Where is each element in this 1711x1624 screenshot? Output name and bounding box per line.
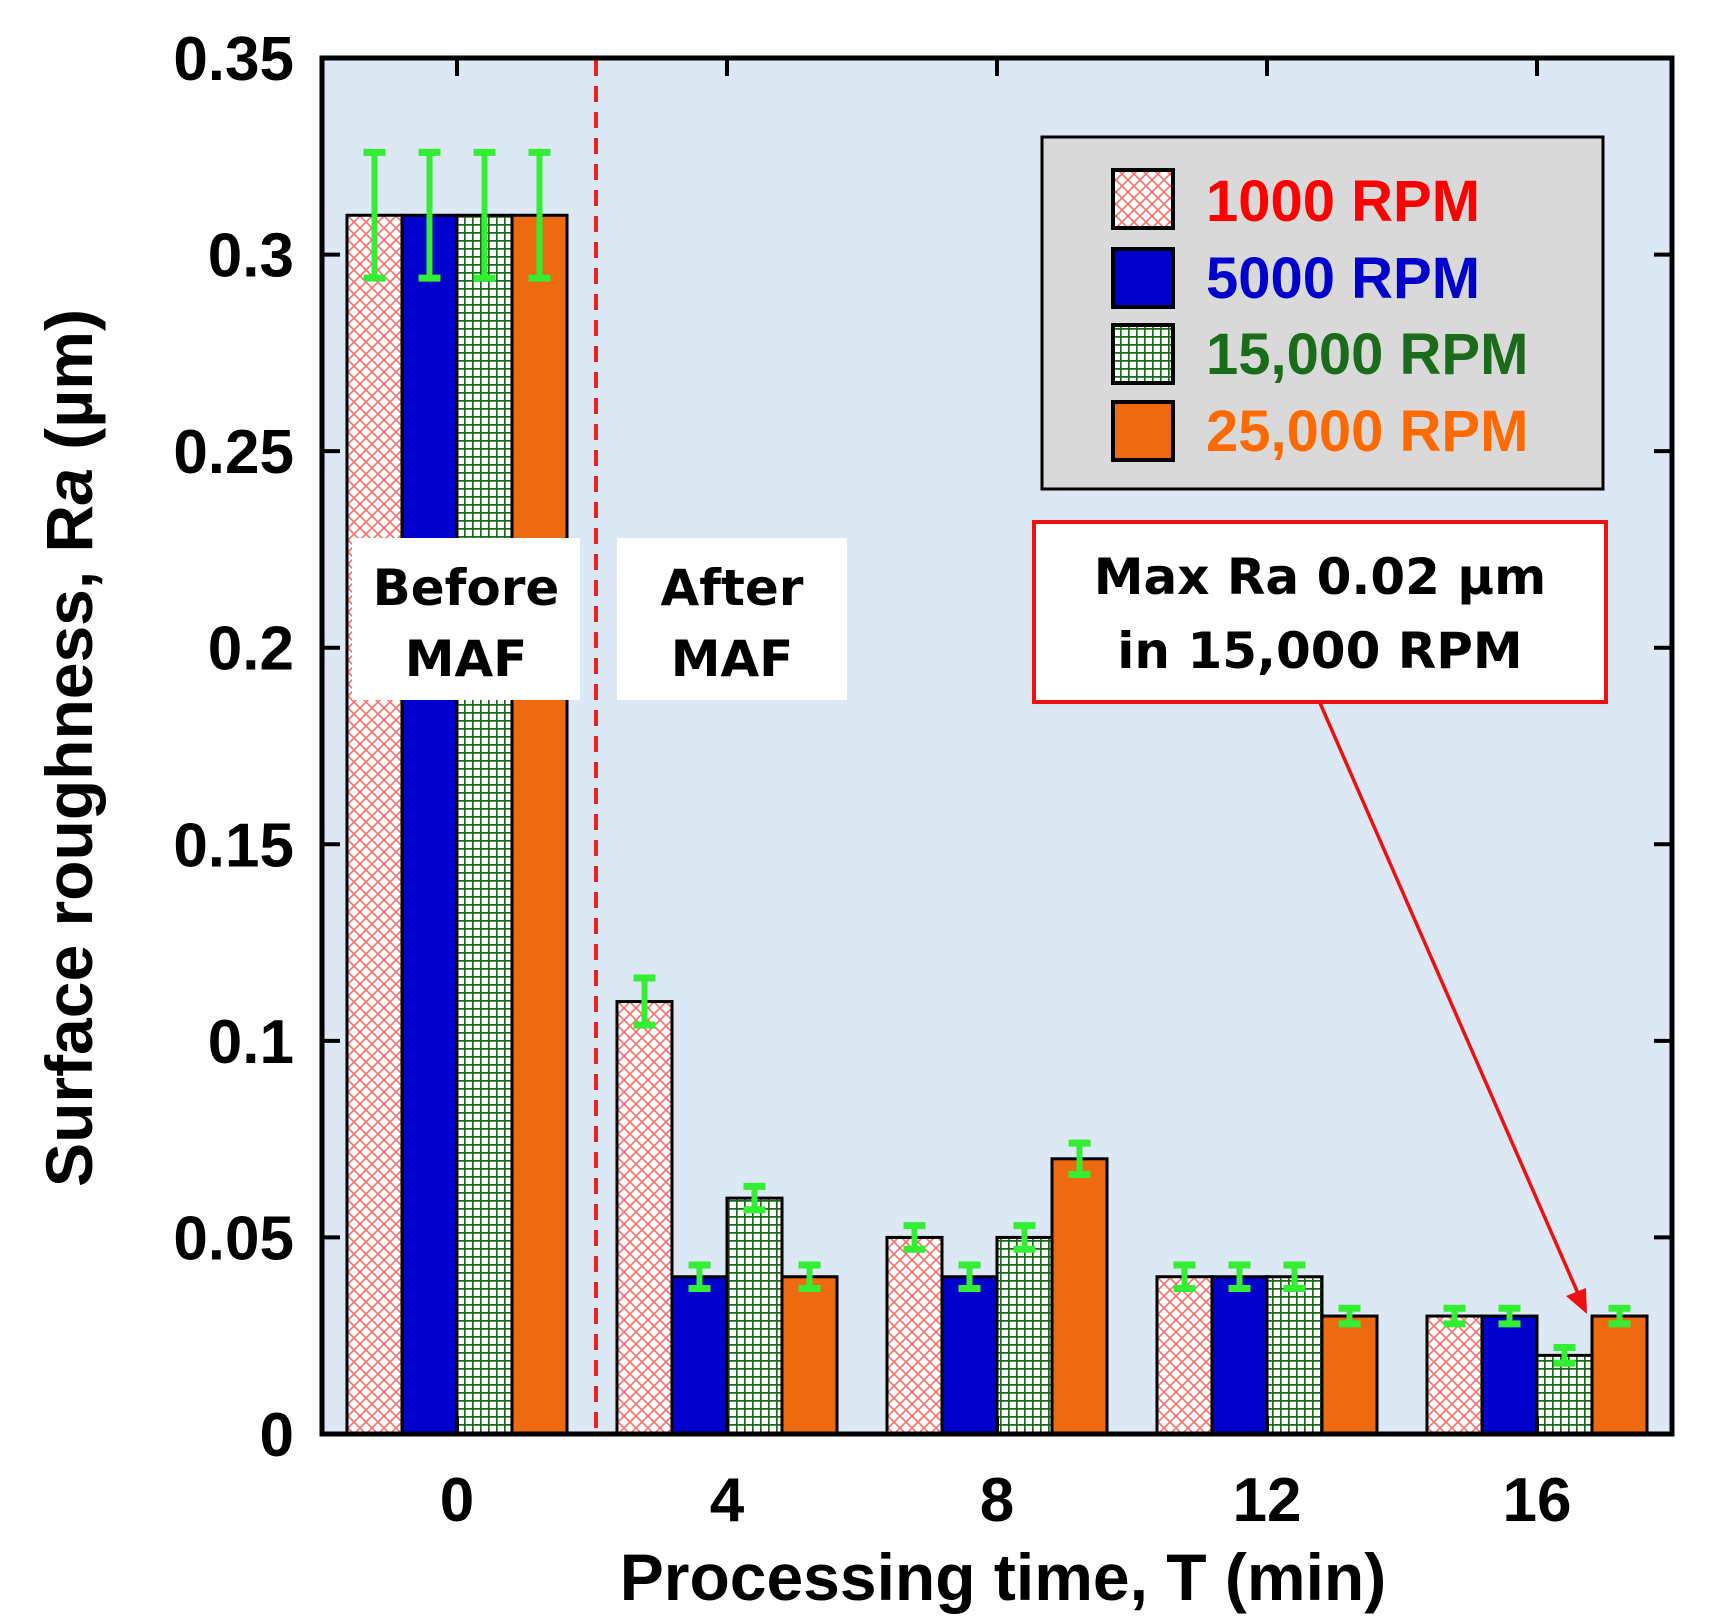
bar-5000RPM-t16: [1480, 1314, 1539, 1436]
y-axis-title-suffix: (µm): [32, 309, 106, 468]
errorbar-5000RPM-t4: [688, 1261, 711, 1293]
bar-15000RPM-t0: [455, 213, 514, 1436]
errorbar-1000RPM-t0: [363, 148, 386, 282]
x-tick-label: 8: [980, 1466, 1014, 1535]
errorbar-5000RPM-t8: [958, 1261, 981, 1293]
y-tick-label: 0.35: [173, 25, 294, 94]
errorbar-1000RPM-t16: [1443, 1304, 1466, 1328]
before-maf-line1: Before: [373, 559, 560, 617]
bar-5000RPM-t12: [1210, 1275, 1269, 1436]
errorbar-25000RPM-t12: [1338, 1304, 1361, 1328]
legend-swatch-5000: [1111, 247, 1175, 309]
callout-arrow-line: [1318, 702, 1582, 1299]
errorbar-15000RPM-t0: [473, 148, 496, 282]
legend-label-15000: 15,000 RPM: [1206, 322, 1528, 387]
legend-swatch-25000: [1111, 400, 1175, 462]
bar-15000RPM-t16: [1535, 1353, 1594, 1436]
errorbar-25000RPM-t4: [798, 1261, 821, 1293]
callout-arrow-head: [1566, 1288, 1587, 1314]
before-maf-box: [352, 538, 580, 700]
bar-25000RPM-t16: [1590, 1314, 1649, 1436]
bar-1000RPM-t12: [1155, 1275, 1214, 1436]
axes-layer: 0 4 8 12 16 0 0.05 0.1 0.15 0.2 0.25 0.3 0.35: [173, 25, 1672, 1535]
errorbar-15000RPM-t4: [743, 1182, 766, 1214]
legend: 1000 RPM 5000 RPM 15,000 RPM 25,000 RPM: [1040, 135, 1605, 491]
legend-swatch-1000: [1111, 168, 1175, 230]
callout-box: [1032, 520, 1608, 704]
before-maf-line2: MAF: [405, 630, 528, 688]
after-maf-line2: MAF: [671, 630, 794, 688]
errorbar-15000RPM-t16: [1553, 1344, 1576, 1367]
errorbar-5000RPM-t0: [418, 148, 441, 282]
errorbar-5000RPM-t12: [1228, 1261, 1251, 1293]
bar-25000RPM-t12: [1320, 1314, 1379, 1436]
legend-label-5000: 5000 RPM: [1206, 246, 1480, 311]
bar-5000RPM-t0: [400, 213, 459, 1436]
x-tick-label: 16: [1503, 1466, 1572, 1535]
bar-1000RPM-t0: [345, 213, 404, 1436]
legend-label-1000: 1000 RPM: [1206, 169, 1480, 234]
y-tick-label: 0.2: [208, 615, 294, 684]
y-tick-label: 0: [260, 1401, 294, 1470]
bar-25000RPM-t4: [780, 1275, 839, 1436]
after-maf-line1: After: [661, 559, 804, 617]
errorbar-25000RPM-t8: [1068, 1139, 1091, 1179]
errorbars-layer: [363, 148, 1631, 1367]
bar-15000RPM-t8: [995, 1235, 1054, 1436]
y-tick-label: 0.15: [173, 811, 294, 880]
errorbar-25000RPM-t16: [1608, 1304, 1631, 1328]
bar-5000RPM-t8: [940, 1275, 999, 1436]
errorbar-5000RPM-t16: [1498, 1304, 1521, 1328]
errorbar-25000RPM-t0: [528, 148, 551, 282]
y-tick-label: 0.05: [173, 1204, 294, 1273]
bar-25000RPM-t0: [510, 213, 569, 1436]
bar-5000RPM-t4: [670, 1275, 729, 1436]
y-tick-label: 0.25: [173, 418, 294, 487]
y-axis-title-prefix: Surface roughness, R: [32, 505, 106, 1187]
errorbar-15000RPM-t12: [1283, 1261, 1306, 1293]
callout-annotation: Max Ra 0.02 µm in 15,000 RPM: [1032, 520, 1608, 1314]
y-axis-title: Surface roughness, Ra (µm): [32, 309, 106, 1187]
x-tick-label: 4: [710, 1466, 745, 1535]
bar-15000RPM-t12: [1265, 1275, 1324, 1436]
bars-layer: [345, 213, 1649, 1436]
bar-1000RPM-t4: [615, 1000, 674, 1436]
y-axis-title-italic: a: [32, 468, 106, 505]
bar-25000RPM-t8: [1050, 1157, 1109, 1436]
errorbar-1000RPM-t4: [633, 974, 656, 1029]
callout-line2: in 15,000 RPM: [1117, 622, 1522, 680]
bar-15000RPM-t4: [725, 1196, 784, 1436]
bar-1000RPM-t16: [1425, 1314, 1484, 1436]
x-axis-title: Processing time, T (min): [620, 1540, 1386, 1614]
errorbar-15000RPM-t8: [1013, 1222, 1036, 1253]
bar-1000RPM-t8: [885, 1235, 944, 1436]
after-maf-annotation: After MAF: [617, 538, 847, 700]
x-tick-label: 12: [1233, 1466, 1302, 1535]
before-maf-annotation: Before MAF: [352, 538, 580, 700]
x-tick-label: 0: [440, 1466, 474, 1535]
callout-line1: Max Ra 0.02 µm: [1094, 548, 1546, 606]
legend-swatch-15000: [1111, 323, 1175, 385]
after-maf-box: [617, 538, 847, 700]
y-tick-label: 0.1: [208, 1008, 294, 1077]
y-tick-label: 0.3: [208, 222, 294, 291]
legend-label-25000: 25,000 RPM: [1206, 399, 1528, 464]
errorbar-1000RPM-t12: [1173, 1261, 1196, 1293]
errorbar-1000RPM-t8: [903, 1222, 926, 1253]
